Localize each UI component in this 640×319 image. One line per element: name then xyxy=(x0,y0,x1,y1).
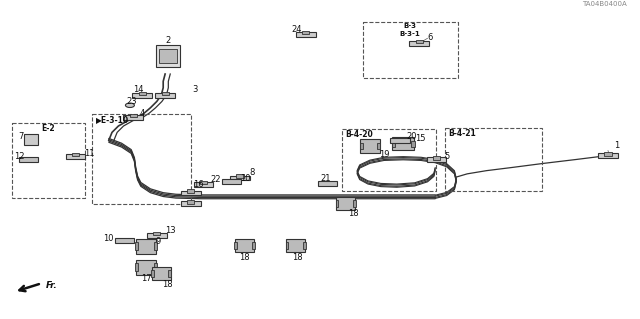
Text: 18: 18 xyxy=(239,253,250,262)
Text: 11: 11 xyxy=(84,149,95,158)
Bar xyxy=(377,143,380,149)
Bar xyxy=(19,157,38,162)
Bar xyxy=(235,239,254,252)
Bar xyxy=(286,239,305,252)
Bar xyxy=(200,181,207,184)
Text: B-4-20: B-4-20 xyxy=(346,130,373,139)
Bar xyxy=(187,189,195,193)
Text: 10: 10 xyxy=(104,234,114,243)
Bar xyxy=(124,115,143,120)
Bar xyxy=(222,179,241,184)
Bar xyxy=(285,242,289,249)
Bar xyxy=(115,238,134,243)
Bar xyxy=(66,154,85,159)
Text: 3: 3 xyxy=(192,85,197,94)
Text: 8: 8 xyxy=(250,168,255,177)
Text: B-3
B-3-1: B-3 B-3-1 xyxy=(400,23,420,37)
Text: 23: 23 xyxy=(127,97,138,106)
Bar xyxy=(360,139,380,153)
Bar xyxy=(159,48,177,63)
Bar xyxy=(392,137,414,150)
Bar xyxy=(598,153,618,158)
Text: 1: 1 xyxy=(614,141,620,150)
Bar xyxy=(161,92,169,95)
Text: 22: 22 xyxy=(210,175,220,184)
Text: 18: 18 xyxy=(163,280,173,289)
Text: 15: 15 xyxy=(415,134,425,143)
Bar xyxy=(152,267,171,280)
Bar xyxy=(342,129,436,191)
Bar xyxy=(252,242,255,249)
Bar xyxy=(360,143,363,149)
Bar xyxy=(353,200,356,207)
Bar xyxy=(181,201,200,206)
Bar xyxy=(433,156,440,160)
Text: 13: 13 xyxy=(165,226,176,235)
Bar xyxy=(129,114,137,117)
Text: 21: 21 xyxy=(320,174,330,182)
Bar xyxy=(154,232,160,235)
Text: 14: 14 xyxy=(133,85,143,94)
Text: 24: 24 xyxy=(292,25,302,34)
Bar xyxy=(168,271,172,277)
Bar xyxy=(410,41,429,46)
Text: Fr.: Fr. xyxy=(46,281,58,290)
Bar xyxy=(72,153,79,156)
Bar xyxy=(303,242,306,249)
Bar xyxy=(296,32,316,37)
Bar xyxy=(156,93,175,98)
Text: 9: 9 xyxy=(156,237,161,246)
Bar xyxy=(194,182,213,187)
Bar xyxy=(139,92,146,95)
Text: 2: 2 xyxy=(166,36,171,45)
Bar xyxy=(230,175,250,181)
Bar xyxy=(392,140,395,147)
Text: B-4-21: B-4-21 xyxy=(448,129,476,137)
Bar xyxy=(336,197,355,210)
Bar xyxy=(445,128,542,191)
Text: 10: 10 xyxy=(240,174,250,182)
Bar xyxy=(237,174,243,178)
Bar xyxy=(147,233,166,238)
Text: 6: 6 xyxy=(428,33,433,42)
Bar xyxy=(12,123,85,198)
Bar xyxy=(181,190,200,196)
Bar xyxy=(302,31,310,34)
Text: 19: 19 xyxy=(379,150,389,159)
Bar xyxy=(427,157,446,162)
Text: 18: 18 xyxy=(292,253,303,262)
Bar xyxy=(135,242,138,250)
Bar xyxy=(605,152,612,156)
Bar xyxy=(136,260,156,275)
Bar xyxy=(412,140,415,147)
Text: 20: 20 xyxy=(406,132,417,141)
Circle shape xyxy=(125,103,134,108)
Text: E-2: E-2 xyxy=(41,124,55,133)
Bar xyxy=(154,242,157,250)
Text: ▶E-3-10: ▶E-3-10 xyxy=(96,115,129,124)
Bar xyxy=(154,263,157,271)
Text: 5: 5 xyxy=(445,152,450,161)
Text: 7: 7 xyxy=(18,132,23,141)
Bar xyxy=(318,181,337,186)
Text: 17: 17 xyxy=(141,274,151,283)
Bar xyxy=(390,138,410,143)
Text: TA04B0400A: TA04B0400A xyxy=(582,1,627,7)
Bar xyxy=(335,200,339,207)
Bar xyxy=(92,114,191,204)
Text: 16: 16 xyxy=(193,180,204,189)
Bar xyxy=(234,242,237,249)
Text: 18: 18 xyxy=(348,209,358,218)
Bar xyxy=(416,40,423,43)
Bar xyxy=(187,200,195,204)
Text: 4: 4 xyxy=(140,109,145,118)
Bar xyxy=(132,93,152,98)
Bar xyxy=(135,263,138,271)
Bar xyxy=(156,45,180,67)
Bar xyxy=(363,22,458,78)
Bar xyxy=(136,239,156,254)
Bar xyxy=(24,134,38,145)
Text: 12: 12 xyxy=(14,152,24,161)
Bar xyxy=(151,271,154,277)
